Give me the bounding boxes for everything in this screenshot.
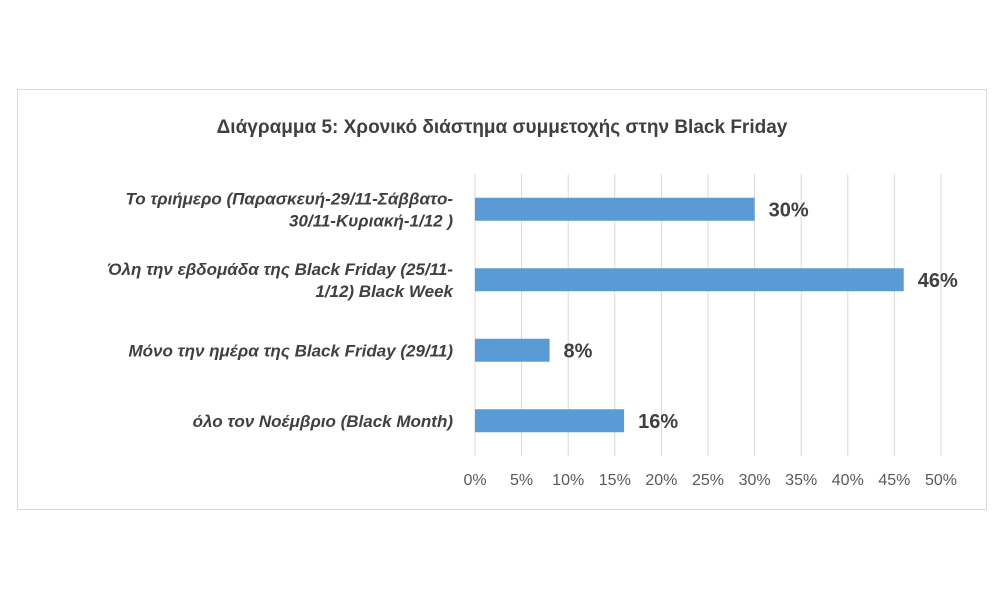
category-label: όλο τον Νοέμβριο (Black Month) [193, 412, 454, 431]
x-tick-label: 35% [785, 472, 817, 489]
chart-frame: Διάγραμμα 5: Χρονικό διάστημα συμμετοχής… [17, 89, 987, 510]
category-label: 30/11-Κυριακή-1/12 ) [289, 211, 453, 230]
x-tick-label: 50% [925, 472, 957, 489]
x-tick-label: 5% [510, 472, 533, 489]
value-label: 30% [769, 199, 809, 221]
bar-chart: 0% 5% 10% 15% 20% 25% 30% 35% 40% 45% 50% 30% Το τρι… [107, 174, 958, 489]
bar [475, 409, 625, 433]
bar [475, 338, 550, 362]
x-tick-label: 25% [692, 472, 724, 489]
value-label: 8% [564, 340, 593, 362]
category-label: Μόνο την ημέρα της Black Friday (29/11) [129, 341, 454, 360]
x-tick-label: 30% [739, 472, 771, 489]
category-label: 1/12) Black Week [315, 282, 454, 301]
x-tick-label: 15% [599, 472, 631, 489]
x-tick-label: 0% [463, 472, 486, 489]
chart-title: Διάγραμμα 5: Χρονικό διάστημα συμμετοχής… [216, 117, 788, 138]
x-tick-label: 10% [552, 472, 584, 489]
x-tick-label: 20% [645, 472, 677, 489]
bar [475, 197, 755, 221]
category-label: Το τριήμερο (Παρασκευή-29/11-Σάββατο- [125, 189, 453, 208]
category-label: Όλη την εβδομάδα της Black Friday (25/11… [107, 260, 453, 279]
x-tick-label: 45% [878, 472, 910, 489]
value-label: 16% [638, 411, 678, 433]
x-tick-label: 40% [832, 472, 864, 489]
bar [475, 268, 904, 292]
value-label: 46% [918, 270, 958, 292]
